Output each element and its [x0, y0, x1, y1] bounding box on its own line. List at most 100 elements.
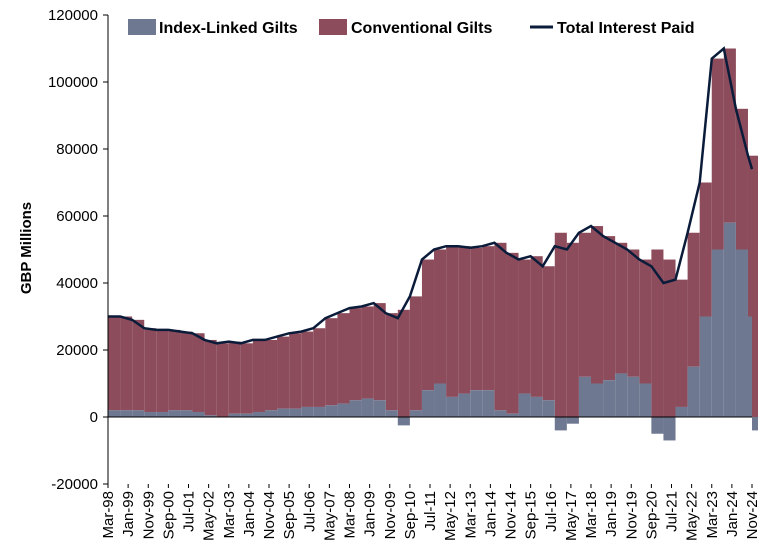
conventional-bar [675, 279, 688, 407]
conventional-bar [337, 313, 350, 404]
x-tick-label: May-17 [563, 491, 580, 541]
x-tick-label: Mar-13 [462, 491, 479, 539]
index-linked-bar [385, 410, 398, 417]
y-axis-label: GBP Millions [18, 202, 35, 294]
x-tick-label: Mar-08 [342, 491, 359, 539]
index-linked-bar [409, 410, 422, 417]
conventional-bar [108, 316, 121, 411]
conventional-bar [144, 328, 157, 412]
conventional-bar [747, 155, 752, 317]
conventional-bar [566, 242, 579, 417]
x-tick-label: Jul-06 [301, 491, 318, 532]
conventional-bar [699, 182, 712, 317]
y-tick-label: 40000 [56, 275, 98, 292]
conventional-bar [325, 318, 338, 406]
x-tick-label: Nov-24 [744, 491, 761, 539]
x-tick-label: Jul-01 [181, 491, 198, 532]
index-linked-bar [301, 406, 314, 417]
y-tick-label: 20000 [56, 342, 98, 359]
index-linked-bar [144, 411, 157, 417]
conventional-bar [711, 58, 724, 250]
index-linked-bar [639, 383, 652, 417]
conventional-bar [385, 313, 398, 411]
conventional-bar [687, 232, 700, 367]
index-linked-bar [470, 390, 483, 417]
index-linked-bar [663, 417, 676, 441]
conventional-bar [603, 236, 616, 381]
conventional-bar [349, 308, 362, 401]
x-tick-label: May-22 [684, 491, 701, 541]
conventional-bar [277, 336, 290, 409]
index-linked-bar [723, 222, 736, 417]
x-tick-label: Nov-19 [623, 491, 640, 539]
conventional-bar [409, 296, 422, 411]
index-linked-bar [591, 383, 604, 417]
index-linked-bar [542, 400, 555, 417]
index-linked-bar [747, 316, 752, 417]
index-linked-bar [156, 411, 169, 417]
x-tick-label: Sep-20 [643, 491, 660, 539]
x-tick-label: Mar-18 [583, 491, 600, 539]
conventional-bar [192, 333, 205, 412]
conventional-bar [397, 309, 410, 417]
conventional-bar [373, 303, 386, 401]
index-linked-bar [651, 417, 664, 434]
index-linked-bar [264, 410, 278, 417]
conventional-bar [168, 329, 181, 411]
index-linked-bar [711, 249, 724, 417]
x-tick-label: Nov-09 [382, 491, 399, 539]
legend-item-total: Total Interest Paid [530, 20, 695, 37]
index-linked-bar [192, 411, 205, 417]
index-linked-bar [349, 400, 362, 417]
index-linked-bar [530, 396, 543, 417]
index-linked-bar [325, 405, 338, 417]
conventional-bar [615, 242, 628, 374]
index-linked-bar [361, 398, 374, 417]
x-tick-label: Nov-04 [261, 491, 278, 539]
index-linked-bar [603, 380, 616, 417]
conventional-bar [361, 306, 374, 399]
index-linked-bar [240, 413, 253, 417]
conventional-bar [132, 319, 145, 411]
legend-item-index-linked: Index-Linked Gilts [128, 19, 298, 37]
conventional-bar [578, 232, 591, 377]
legend-label-conventional: Conventional Gilts [351, 20, 492, 37]
index-linked-bar [168, 410, 181, 417]
x-tick-label: Mar-23 [704, 491, 721, 539]
x-tick-label: Nov-14 [503, 491, 520, 539]
x-tick-label: Mar-03 [221, 491, 238, 539]
index-linked-bar [120, 410, 133, 417]
index-linked-bar [108, 410, 121, 417]
conventional-bar [627, 249, 640, 377]
conventional-bar [482, 246, 495, 391]
legend-item-conventional: Conventional Gilts [319, 19, 492, 37]
conventional-bar [313, 328, 326, 407]
y-tick-label: 100000 [48, 74, 98, 91]
index-linked-bar [132, 410, 145, 417]
conventional-bar [421, 259, 435, 391]
index-linked-bar [458, 393, 471, 417]
x-tick-label: Nov-99 [140, 491, 157, 539]
x-tick-label: Jan-99 [120, 491, 137, 537]
x-tick-label: Jan-09 [362, 491, 379, 537]
conventional-bar [289, 333, 302, 409]
x-tick-label: Jan-24 [724, 491, 741, 537]
index-linked-bar [397, 417, 410, 426]
conventional-bar [542, 266, 555, 401]
index-linked-bar [627, 376, 640, 417]
conventional-bar [494, 242, 507, 411]
index-linked-bar [699, 316, 712, 417]
index-linked-bar [554, 417, 567, 431]
conventional-bar [530, 256, 543, 397]
index-linked-bar [615, 373, 628, 417]
index-linked-bar [204, 415, 217, 417]
index-linked-bar [566, 417, 579, 424]
x-tick-label: Sep-15 [523, 491, 540, 539]
index-linked-bar [578, 376, 591, 417]
conventional-bar [216, 343, 229, 417]
index-linked-bar [687, 366, 700, 417]
y-tick-label: 0 [90, 409, 98, 426]
x-tick-label: Jul-11 [422, 491, 439, 531]
index-linked-bar [506, 413, 519, 417]
